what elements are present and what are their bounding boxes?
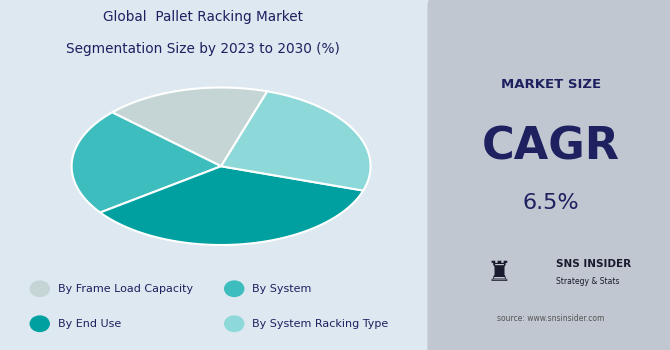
Text: 6.5%: 6.5%: [523, 193, 580, 213]
Text: Global  Pallet Racking Market: Global Pallet Racking Market: [103, 10, 303, 25]
Polygon shape: [221, 91, 371, 191]
Circle shape: [30, 281, 50, 296]
Text: ♜: ♜: [486, 259, 511, 287]
Text: By Frame Load Capacity: By Frame Load Capacity: [58, 284, 193, 294]
Text: CAGR: CAGR: [482, 126, 620, 168]
Circle shape: [224, 281, 244, 296]
Text: By System: By System: [253, 284, 312, 294]
FancyBboxPatch shape: [427, 0, 670, 350]
Text: By System Racking Type: By System Racking Type: [253, 319, 389, 329]
Text: source: www.snsinsider.com: source: www.snsinsider.com: [497, 314, 605, 323]
Text: MARKET SIZE: MARKET SIZE: [501, 77, 601, 91]
Text: Strategy & Stats: Strategy & Stats: [556, 277, 619, 286]
Circle shape: [30, 316, 50, 331]
Polygon shape: [72, 112, 221, 212]
Polygon shape: [100, 166, 363, 245]
Text: By End Use: By End Use: [58, 319, 121, 329]
Text: SNS INSIDER: SNS INSIDER: [556, 259, 631, 269]
Circle shape: [224, 316, 244, 331]
Text: Segmentation Size by 2023 to 2030 (%): Segmentation Size by 2023 to 2030 (%): [66, 42, 340, 56]
Polygon shape: [112, 88, 267, 166]
